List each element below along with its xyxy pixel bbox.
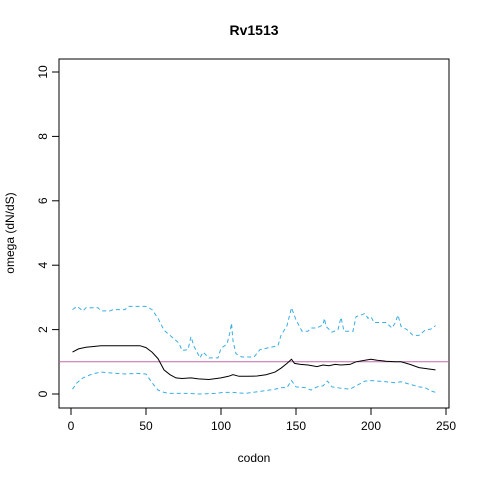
- series-lower-bound: [72, 371, 436, 395]
- y-tick-label: 6: [36, 197, 50, 204]
- x-tick-label: 200: [361, 419, 381, 433]
- x-tick-label: 150: [286, 419, 306, 433]
- series-layer: [72, 305, 436, 395]
- x-tick-label: 250: [436, 419, 456, 433]
- x-tick-label: 100: [211, 419, 231, 433]
- x-tick-label: 0: [68, 419, 75, 433]
- x-axis-label: codon: [238, 451, 271, 465]
- x-axis: 0 50 100 150 200 250: [68, 407, 456, 433]
- y-tick-label: 0: [36, 390, 50, 397]
- y-axis-label: omega (dN/dS): [3, 192, 17, 273]
- chart-title: Rv1513: [229, 22, 278, 38]
- x-tick-label: 50: [139, 419, 153, 433]
- y-tick-label: 8: [36, 133, 50, 140]
- y-tick-label: 10: [36, 65, 50, 79]
- plot-frame: [58, 58, 450, 409]
- y-axis: 0 2 4 6 8 10: [36, 65, 60, 397]
- y-tick-label: 4: [36, 262, 50, 269]
- series-upper-bound: [72, 305, 436, 359]
- y-tick-label: 2: [36, 326, 50, 333]
- series-estimate: [72, 345, 436, 381]
